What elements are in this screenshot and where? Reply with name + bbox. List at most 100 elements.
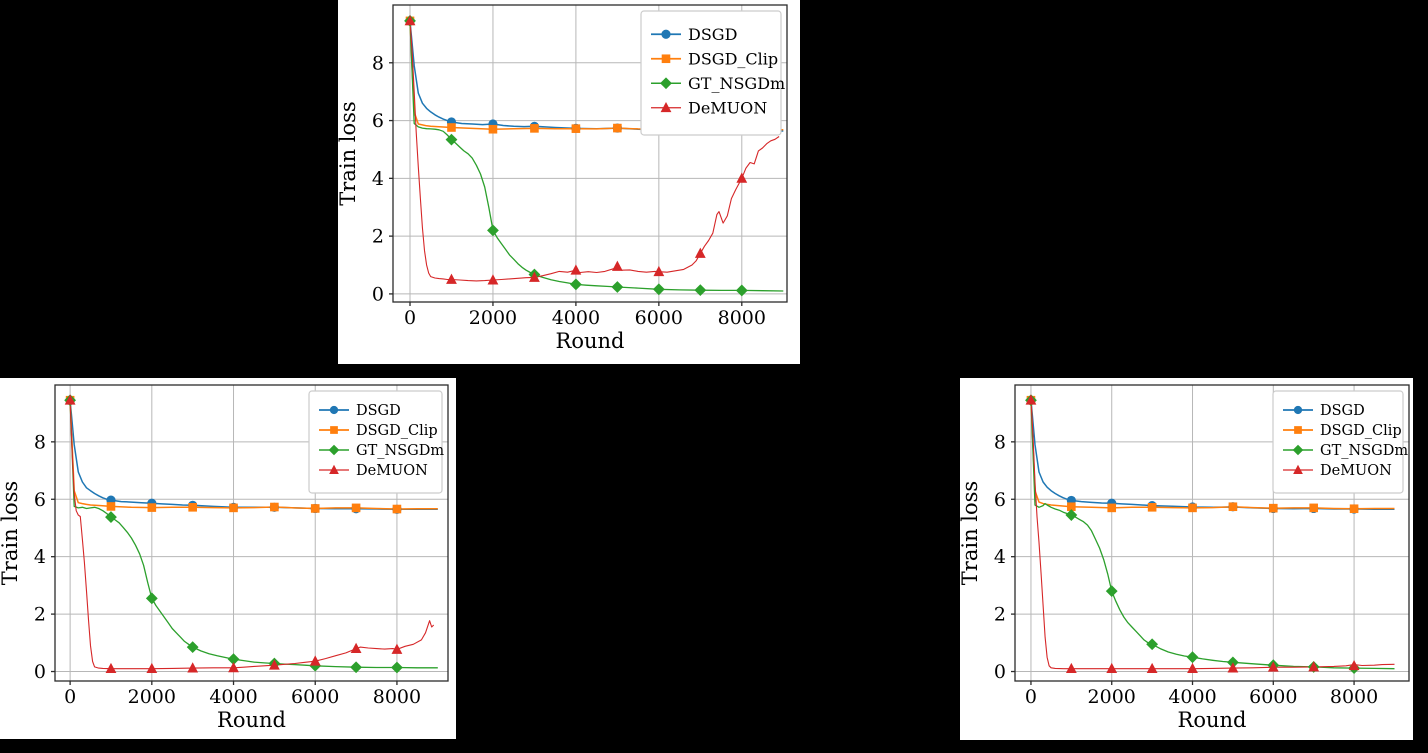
y-tick-label: 8 [372, 52, 384, 74]
marker-triangle [64, 394, 76, 405]
y-tick-label: 6 [994, 489, 1006, 511]
x-tick-label: 8000 [373, 686, 421, 708]
marker-square [392, 504, 402, 514]
marker-diamond [105, 511, 117, 523]
marker-triangle [1106, 662, 1118, 674]
x-tick-label: 6000 [635, 307, 683, 329]
series-line-DSGD [69, 400, 438, 511]
marker-triangle [570, 264, 582, 275]
legend: DSGD DSGD_Clip GT_NSGDm DeMUON [308, 390, 444, 494]
y-tick-label: 6 [372, 110, 384, 132]
series-markers-DeMUON [64, 394, 403, 674]
marker-triangle [350, 642, 362, 653]
x-tick-label: 8000 [1330, 686, 1378, 708]
line-chart-svg: 0 2000 4000 6000 8000 0 2 4 6 8 Round Train loss DSG… [338, 4, 788, 353]
marker-diamond [1105, 585, 1118, 598]
marker-square [229, 503, 238, 513]
axes: 0 2000 4000 6000 8000 0 2 4 6 8 Round Train loss [0, 384, 449, 732]
marker-triangle [228, 661, 239, 673]
series-line-DeMUON [1030, 400, 1395, 670]
legend-label-DeMUON: DeMUON [688, 99, 767, 118]
marker-diamond [350, 661, 362, 674]
marker-square [106, 502, 116, 511]
marker-triangle [329, 464, 339, 474]
x-tick-label: 2000 [1088, 686, 1136, 708]
marker-square [1294, 426, 1302, 434]
marker-square [571, 124, 581, 133]
line-chart-svg: 0 2000 4000 6000 8000 0 2 4 6 8 Round Train loss DSG… [960, 384, 1410, 732]
marker-square [1188, 503, 1197, 513]
legend-label-GT_NSGDm: GT_NSGDm [688, 74, 785, 93]
marker-triangle [529, 271, 540, 282]
y-axis-label: Train loss [960, 481, 982, 585]
y-tick-label: 8 [994, 431, 1006, 453]
x-tick-label: 0 [64, 686, 76, 708]
series-markers-DeMUON [404, 15, 748, 285]
legend: DSGD DSGD_Clip GT_NSGDm DeMUON [640, 10, 785, 136]
marker-square [1107, 503, 1117, 513]
marker-diamond [652, 283, 665, 296]
marker-square [1067, 502, 1076, 512]
marker-square [1309, 503, 1318, 513]
y-tick-label: 2 [34, 604, 46, 626]
marker-diamond [445, 133, 458, 146]
y-tick-label: 4 [372, 168, 384, 190]
legend-label-DeMUON: DeMUON [1320, 463, 1392, 479]
marker-square [330, 426, 338, 434]
y-tick-label: 2 [372, 226, 384, 248]
x-axis-label: Round [217, 708, 286, 732]
marker-diamond [145, 592, 158, 605]
y-tick-label: 2 [994, 604, 1006, 626]
marker-triangle [1065, 662, 1077, 674]
x-tick-label: 4000 [209, 686, 257, 708]
marker-triangle [309, 655, 321, 666]
axes: 0 2000 4000 6000 8000 0 2 4 6 8 Round Train loss [960, 384, 1410, 732]
marker-diamond [391, 661, 403, 674]
x-tick-label: 0 [404, 307, 416, 329]
y-axis-label: Train loss [0, 481, 22, 585]
x-tick-label: 8000 [718, 307, 766, 329]
marker-diamond [660, 77, 672, 90]
marker-diamond [1146, 638, 1159, 651]
marker-triangle [736, 172, 748, 183]
marker-triangle [1187, 662, 1198, 674]
legend-label-DeMUON: DeMUON [356, 463, 428, 479]
marker-circle [329, 405, 339, 415]
marker-diamond [487, 224, 499, 237]
y-tick-label: 0 [994, 661, 1006, 683]
x-tick-label: 2000 [469, 307, 517, 329]
marker-triangle [694, 247, 706, 258]
series-line-DeMUON [409, 20, 780, 282]
y-tick-label: 8 [34, 431, 46, 453]
marker-square [310, 504, 320, 513]
marker-square [661, 54, 671, 64]
marker-diamond [309, 659, 322, 672]
marker-square [1349, 504, 1359, 514]
legend: DSGD DSGD_Clip GT_NSGDm DeMUON [1272, 390, 1408, 494]
x-axis-label: Round [1178, 708, 1247, 732]
marker-triangle [404, 15, 416, 26]
marker-square [1268, 503, 1278, 513]
series-markers-DeMUON [1025, 394, 1360, 674]
marker-diamond [227, 653, 240, 666]
series-line-DSGD [1030, 400, 1395, 511]
legend-label-GT_NSGDm: GT_NSGDm [1320, 443, 1408, 459]
marker-square [447, 123, 456, 132]
axes: 0 2000 4000 6000 8000 0 2 4 6 8 Round Train loss [338, 4, 788, 353]
marker-diamond [186, 641, 199, 654]
marker-diamond [1186, 651, 1199, 664]
legend-label-DSGD: DSGD [688, 25, 737, 44]
x-tick-label: 6000 [1249, 686, 1297, 708]
marker-triangle [1308, 661, 1320, 672]
x-tick-label: 4000 [552, 307, 600, 329]
y-tick-label: 4 [34, 546, 46, 568]
legend-label-GT_NSGDm: GT_NSGDm [356, 443, 444, 459]
marker-square [147, 503, 157, 512]
marker-triangle [105, 662, 117, 674]
legend-label-DSGD: DSGD [356, 403, 401, 419]
marker-triangle [446, 273, 457, 284]
marker-triangle [487, 274, 499, 285]
marker-square [351, 503, 361, 513]
marker-triangle [187, 662, 199, 673]
